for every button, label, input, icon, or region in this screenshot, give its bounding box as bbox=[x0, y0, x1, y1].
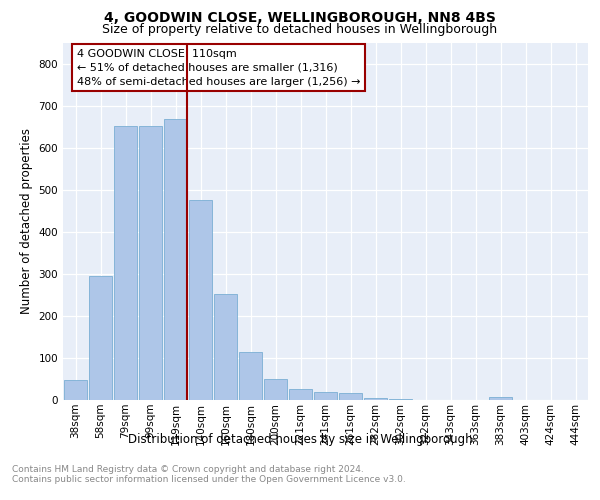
Text: Size of property relative to detached houses in Wellingborough: Size of property relative to detached ho… bbox=[103, 22, 497, 36]
Bar bbox=[364, 398, 387, 400]
Text: 4, GOODWIN CLOSE, WELLINGBOROUGH, NN8 4BS: 4, GOODWIN CLOSE, WELLINGBOROUGH, NN8 4B… bbox=[104, 11, 496, 25]
Text: Distribution of detached houses by size in Wellingborough: Distribution of detached houses by size … bbox=[128, 432, 472, 446]
Bar bbox=[64, 380, 87, 400]
Bar bbox=[489, 396, 512, 400]
Bar bbox=[164, 119, 187, 400]
Bar bbox=[264, 379, 287, 400]
Bar bbox=[339, 393, 362, 400]
Text: Contains HM Land Registry data © Crown copyright and database right 2024.
Contai: Contains HM Land Registry data © Crown c… bbox=[12, 465, 406, 484]
Text: 4 GOODWIN CLOSE: 110sqm
← 51% of detached houses are smaller (1,316)
48% of semi: 4 GOODWIN CLOSE: 110sqm ← 51% of detache… bbox=[77, 49, 360, 87]
Bar bbox=[239, 352, 262, 400]
Y-axis label: Number of detached properties: Number of detached properties bbox=[20, 128, 33, 314]
Bar bbox=[214, 294, 237, 400]
Bar bbox=[389, 399, 412, 400]
Bar bbox=[114, 126, 137, 400]
Bar bbox=[139, 126, 162, 400]
Bar bbox=[314, 392, 337, 400]
Bar bbox=[189, 200, 212, 400]
Bar bbox=[289, 388, 312, 400]
Bar bbox=[89, 276, 112, 400]
